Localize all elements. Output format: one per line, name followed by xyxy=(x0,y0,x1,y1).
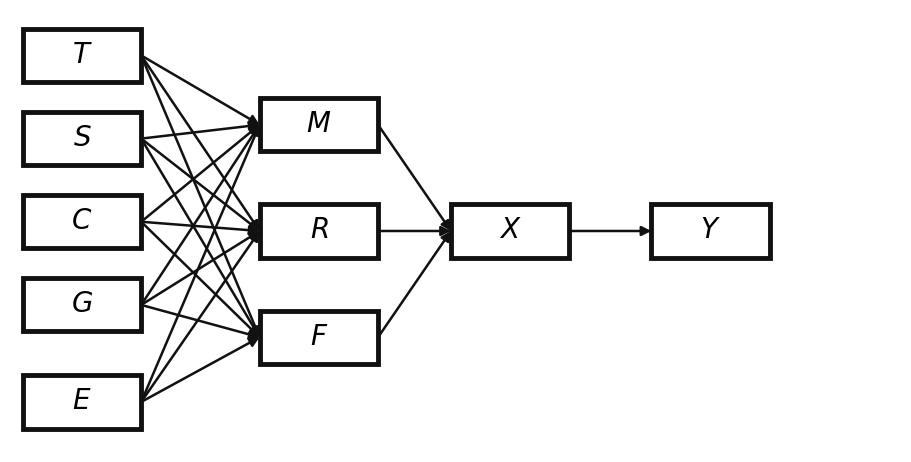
Bar xyxy=(23,112,141,165)
Bar xyxy=(23,278,141,332)
Bar xyxy=(260,204,378,258)
Text: $T$: $T$ xyxy=(72,42,92,69)
Text: $R$: $R$ xyxy=(310,218,328,244)
Bar xyxy=(23,29,141,82)
Bar xyxy=(651,204,770,258)
Text: $G$: $G$ xyxy=(71,292,93,318)
Text: $X$: $X$ xyxy=(499,218,521,244)
Bar xyxy=(23,195,141,249)
Text: $M$: $M$ xyxy=(306,111,332,138)
Text: $S$: $S$ xyxy=(73,125,91,152)
Bar xyxy=(451,204,569,258)
Bar xyxy=(23,375,141,429)
Text: $C$: $C$ xyxy=(71,208,93,235)
Text: $Y$: $Y$ xyxy=(701,218,721,244)
Text: $F$: $F$ xyxy=(310,324,328,351)
Bar xyxy=(260,98,378,152)
Bar xyxy=(260,310,378,364)
Text: $E$: $E$ xyxy=(72,389,92,415)
